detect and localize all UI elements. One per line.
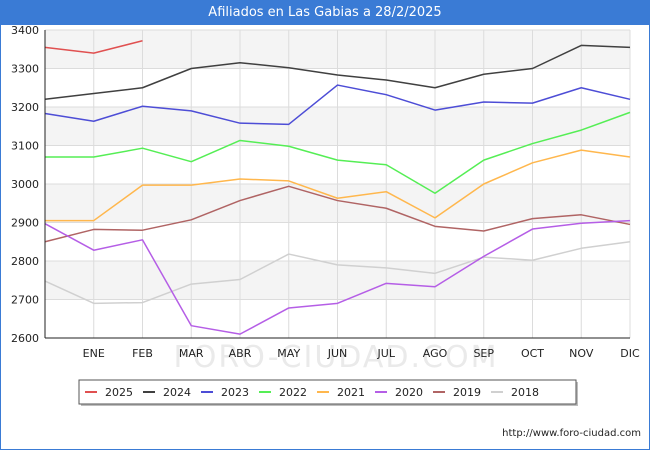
x-tick-label: AGO [423,347,448,360]
legend-label-2023: 2023 [221,386,249,399]
x-tick-label: OCT [521,347,544,360]
y-tick-label: 2900 [11,217,39,230]
x-tick-label: MAY [277,347,300,360]
legend-label-2022: 2022 [279,386,307,399]
legend: 2025 2024 2023 2022 2021 2020 2019 2018 [78,379,578,406]
y-tick-label: 2800 [11,255,39,268]
series-line-2018 [44,241,631,305]
legend-label-2021: 2021 [337,386,365,399]
x-tick-label: JUL [377,347,396,360]
series-line-2024 [44,44,631,101]
x-tick-label: MAR [179,347,204,360]
y-tick-label: 3400 [11,24,39,37]
y-tick-label: 3000 [11,178,39,191]
legend-label-2024: 2024 [163,386,191,399]
source-url: http://www.foro-ciudad.com [502,428,641,439]
series-lines [44,40,631,335]
y-tick-label: 2600 [11,332,39,345]
series-line-2021 [45,149,631,222]
x-tick-label: ENE [83,347,105,360]
x-tick-label: DIC [620,347,640,360]
series-line-2025 [44,40,143,54]
x-tick-label: NOV [569,347,594,360]
y-tick-label: 3200 [11,101,39,114]
x-tick-label: JUN [327,347,348,360]
y-tick-label: 2700 [11,294,39,307]
y-tick-label: 3300 [11,63,39,76]
legend-label-2019: 2019 [453,386,481,399]
x-tick-label: ABR [229,347,252,360]
series-line-2023 [44,84,631,126]
y-tick-label: 3100 [11,140,39,153]
series-line-2020 [44,219,631,335]
legend-label-2020: 2020 [395,386,423,399]
legend-label-2018: 2018 [511,386,539,399]
chart-title: Afiliados en Las Gabias a 28/2/2025 [1,1,649,25]
series-line-2019 [44,185,631,243]
x-tick-label: FEB [132,347,153,360]
x-tick-label: SEP [473,347,494,360]
watermark-text: FORO-CIUDAD.COM [174,340,499,375]
axis-labels: 2600 2700 2800 2900 3000 3100 3200 3300 3400 ENE F… [11,24,640,360]
series-line-2022 [45,111,631,194]
legend-label-2025: 2025 [105,386,133,399]
